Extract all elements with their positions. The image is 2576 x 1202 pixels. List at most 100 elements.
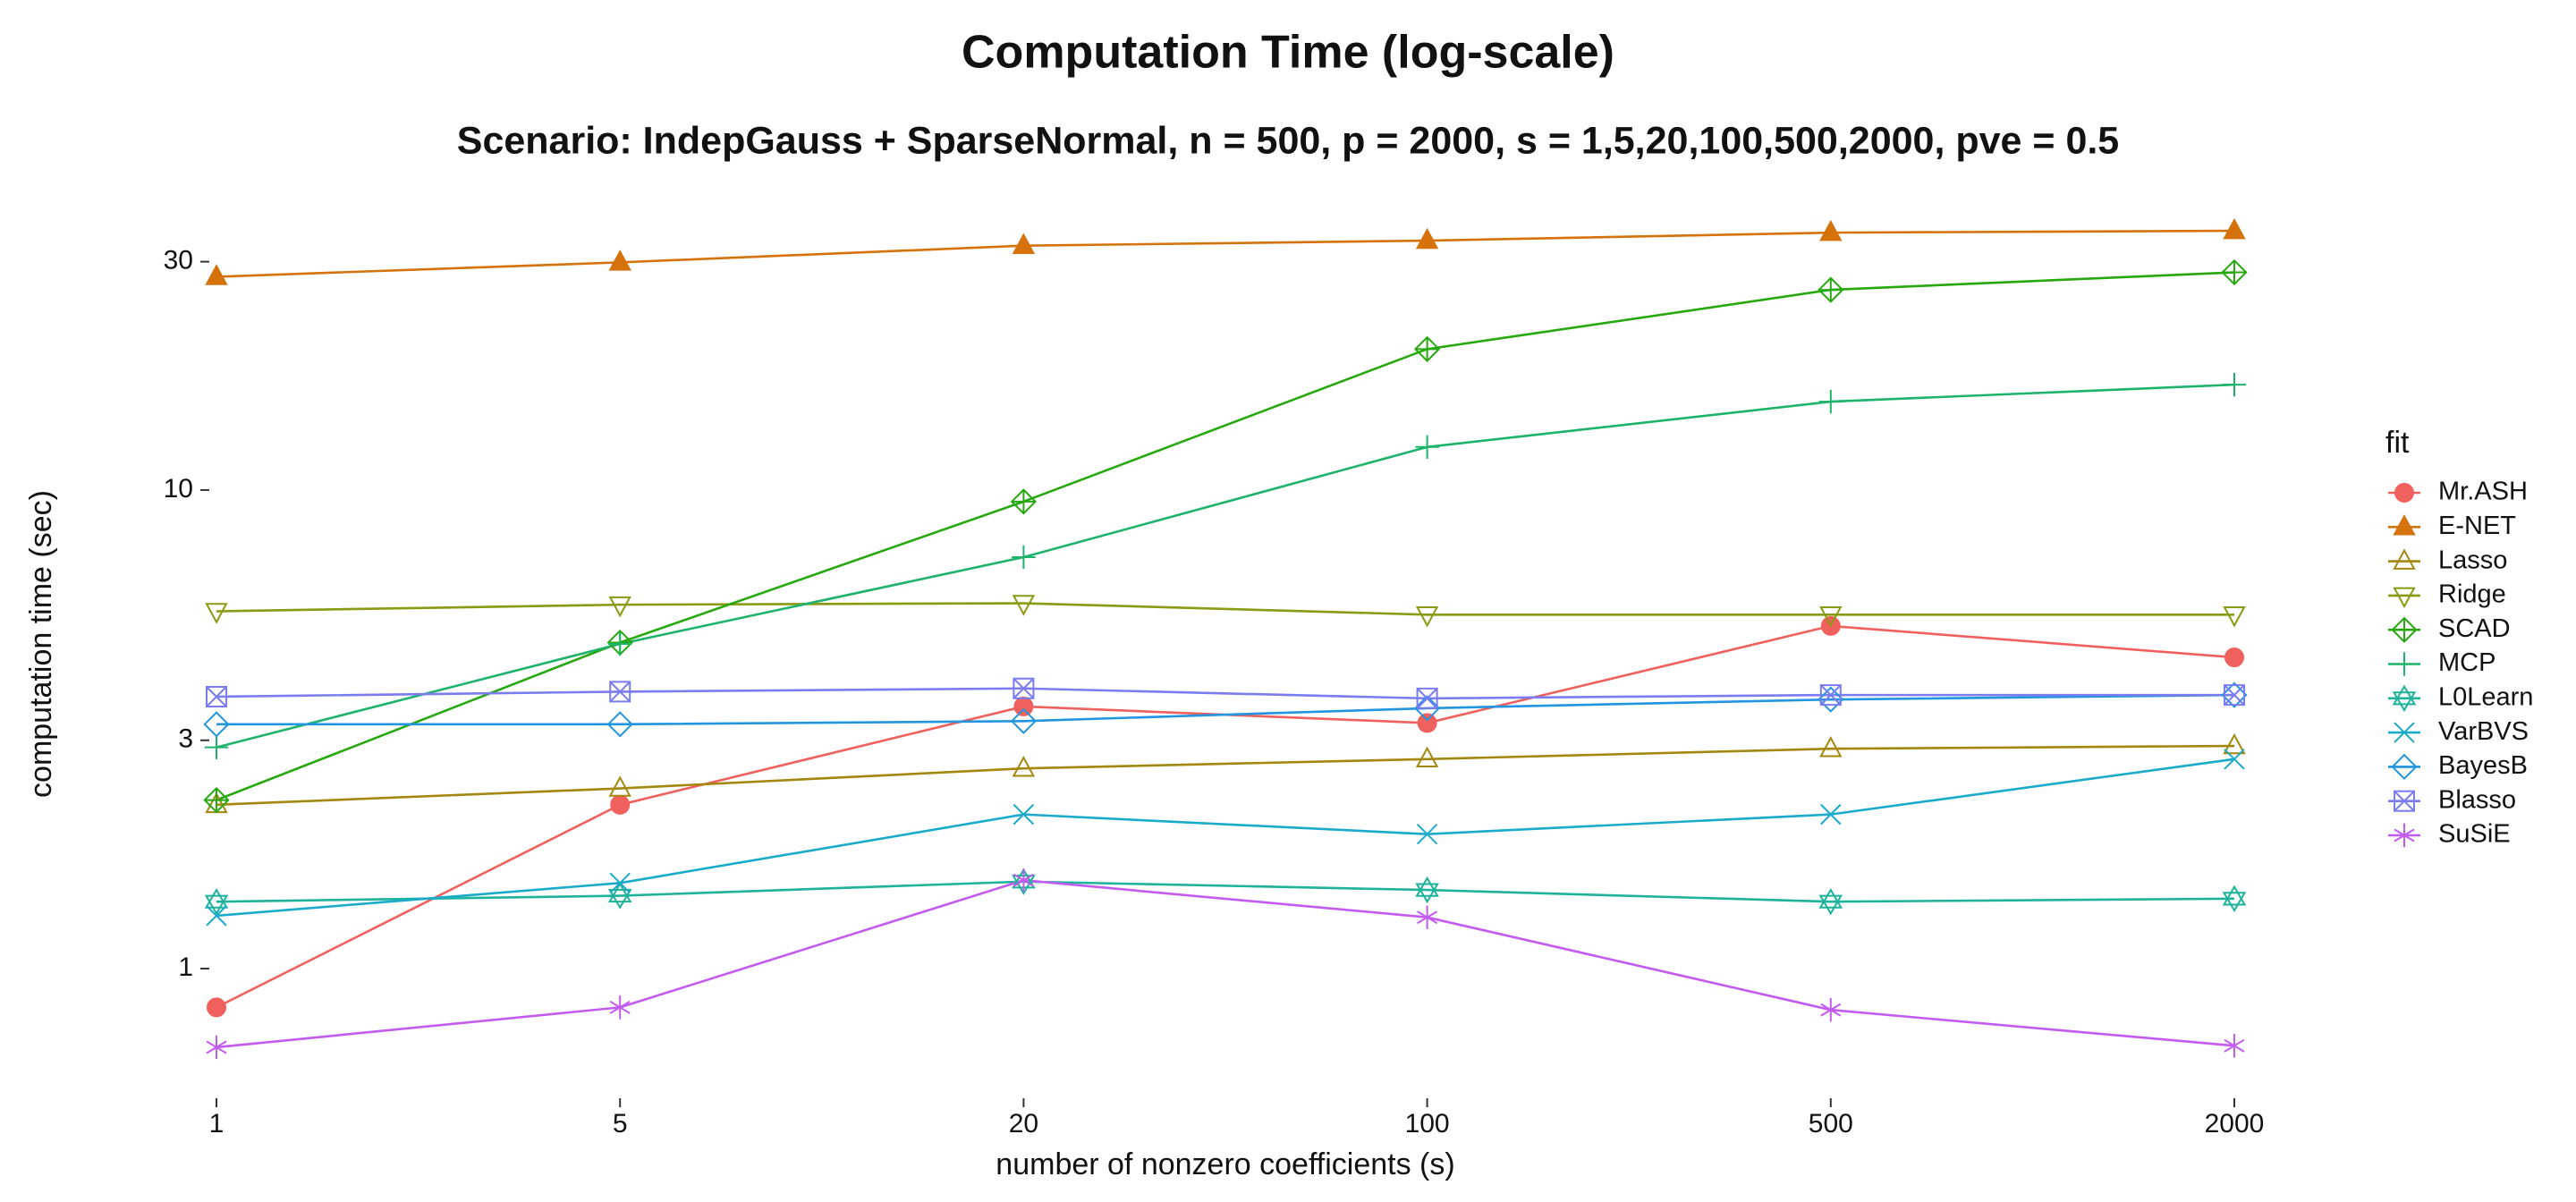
marker-part	[1013, 803, 1035, 825]
data-point	[1413, 335, 1441, 362]
legend-label: VarBVS	[2438, 717, 2529, 746]
marker-part	[1820, 997, 1842, 1022]
data-point	[1012, 545, 1036, 570]
marker-part	[1413, 695, 1441, 722]
marker-part	[1819, 736, 1843, 758]
marker-part	[1415, 883, 1439, 904]
legend-label: Ridge	[2438, 580, 2506, 609]
marker-part	[2392, 691, 2417, 712]
series-line	[216, 602, 2234, 616]
data-point	[1010, 488, 1038, 515]
data-point	[1819, 736, 1843, 758]
data-point	[206, 685, 227, 707]
data-point	[1013, 803, 1035, 825]
marker-part	[1415, 337, 1439, 361]
legend-label: Blasso	[2438, 785, 2516, 814]
series-line	[216, 758, 2235, 918]
marker-part	[1413, 335, 1441, 362]
data-point	[2224, 648, 2244, 668]
marker-part	[2224, 684, 2245, 706]
marker-part	[1818, 888, 1843, 909]
data-point	[609, 872, 631, 893]
legend-label: SCAD	[2438, 614, 2511, 643]
marker-part	[1819, 684, 1842, 707]
marker-part	[2392, 684, 2417, 706]
data-point	[1819, 606, 1843, 628]
series-line	[216, 880, 2235, 903]
marker-part	[204, 888, 229, 909]
x-tick-label: 2000	[2205, 1109, 2265, 1139]
data-point	[609, 995, 631, 1020]
data-point	[1416, 687, 1438, 709]
marker-part	[1820, 684, 1842, 706]
data-point	[1417, 905, 1438, 929]
data-point	[1012, 595, 1036, 616]
marker-part	[206, 905, 227, 927]
legend-label: Lasso	[2438, 546, 2507, 574]
data-point	[203, 786, 230, 814]
marker-part	[203, 711, 230, 738]
marker-part	[1013, 677, 1035, 699]
legend-label: L0Learn	[2438, 682, 2533, 711]
marker-part	[2224, 749, 2245, 770]
data-point	[1013, 696, 1034, 716]
series-line	[216, 693, 2235, 726]
data-point	[609, 681, 631, 703]
data-point	[2223, 732, 2246, 755]
legend-marker	[2391, 753, 2418, 781]
marker-part	[2394, 823, 2415, 848]
data-point	[1010, 707, 1038, 734]
data-point	[1819, 684, 1842, 707]
marker-part	[1818, 686, 1844, 713]
marker-part	[608, 250, 631, 271]
data-point	[2222, 372, 2247, 397]
legend-marker	[2394, 722, 2415, 743]
data-point	[1416, 823, 1438, 845]
marker-part	[1010, 488, 1038, 515]
chart-subtitle: Scenario: IndepGauss + SparseNormal, n =…	[457, 119, 2119, 162]
data-point	[206, 905, 227, 927]
marker-part	[607, 888, 632, 910]
legend-label: BayesB	[2438, 751, 2528, 780]
data-point	[205, 264, 228, 285]
marker-part	[1820, 803, 1842, 825]
series-line	[216, 687, 2234, 700]
marker-part	[1012, 756, 1036, 777]
data-point	[1413, 695, 1441, 722]
marker-part	[1012, 489, 1036, 514]
series-line	[216, 744, 2235, 807]
marker-part	[2394, 790, 2415, 812]
chart-title: Computation Time (log-scale)	[962, 27, 1614, 79]
data-point	[1818, 389, 1843, 414]
marker-part	[2222, 260, 2247, 284]
marker-part	[1415, 876, 1439, 897]
marker-part	[1013, 696, 1034, 716]
marker-part	[205, 264, 228, 285]
data-point	[1818, 888, 1843, 916]
legend-marker	[2392, 684, 2417, 712]
marker-part	[609, 681, 631, 703]
marker-part	[1819, 606, 1843, 628]
data-point	[608, 775, 631, 797]
marker-part	[607, 882, 632, 903]
legend-label: MCP	[2438, 648, 2496, 677]
data-point	[608, 596, 631, 618]
x-tick-label: 1	[209, 1109, 225, 1139]
legend-marker	[2393, 514, 2416, 536]
data-point	[610, 794, 631, 815]
marker-part	[2394, 483, 2414, 503]
marker-part	[204, 788, 229, 812]
data-point	[1415, 876, 1439, 904]
series-line	[216, 229, 2235, 278]
legend-marker	[2392, 652, 2417, 676]
x-tick-label: 5	[613, 1109, 628, 1139]
data-point	[1013, 868, 1034, 893]
marker-part	[205, 603, 228, 624]
data-point	[1012, 756, 1036, 777]
y-tick-label: 10	[164, 474, 193, 504]
data-point	[2223, 217, 2246, 240]
marker-part	[2224, 1034, 2245, 1058]
data-point	[606, 711, 633, 738]
x-tick-label: 20	[1009, 1109, 1038, 1139]
